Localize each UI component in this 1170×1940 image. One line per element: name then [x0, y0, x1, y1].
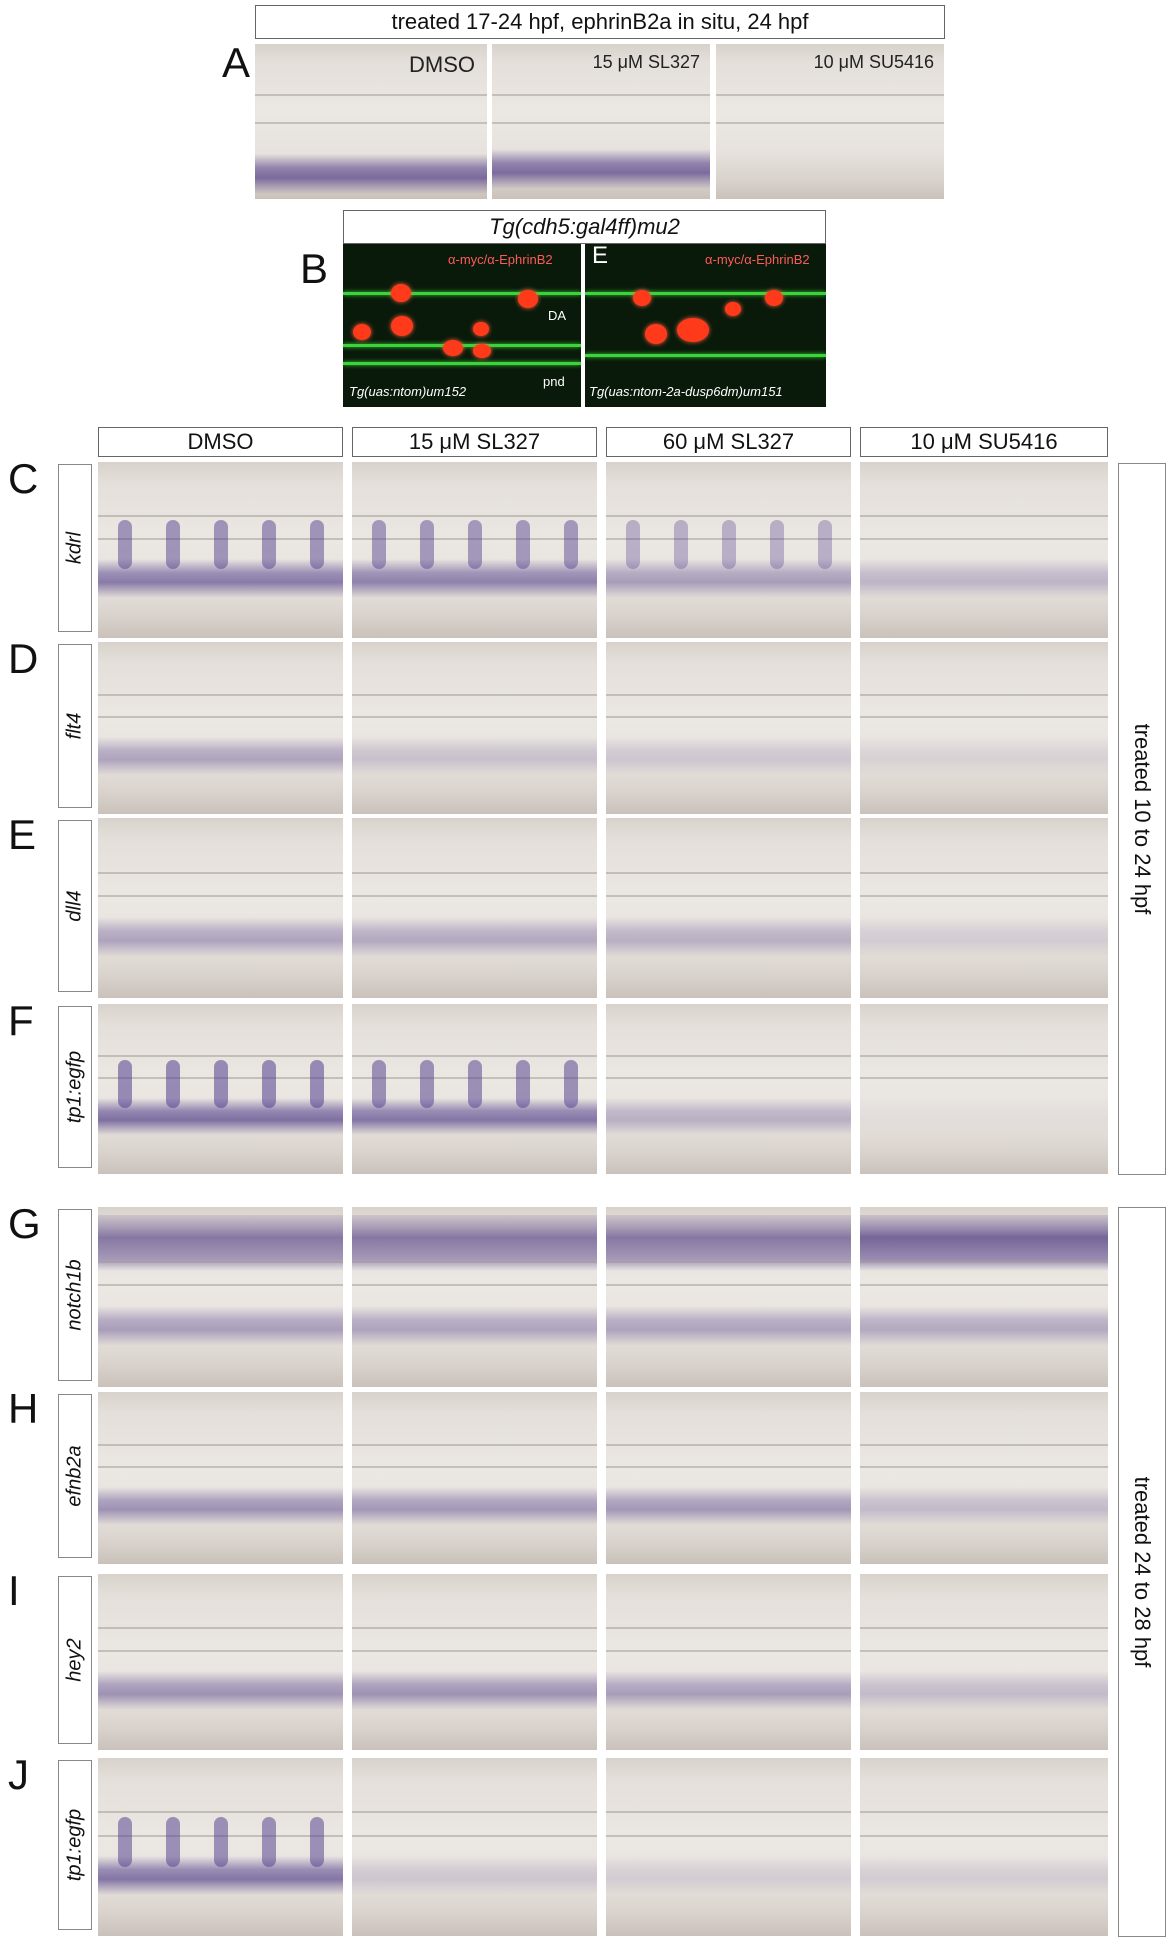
row-gene-label: tp1:egfp	[58, 1006, 92, 1168]
in-situ-panel	[860, 818, 1108, 998]
panel-a-su5416: 10 μM SU5416	[716, 44, 944, 199]
panel-a-title-text: treated 17-24 hpf, ephrinB2a in situ, 24…	[391, 9, 809, 34]
column-header-0-text: DMSO	[187, 429, 254, 454]
row-gene-label: flt4	[58, 644, 92, 808]
row-gene-text: kdrl	[63, 531, 86, 565]
row-gene-text: dll4	[63, 890, 86, 922]
row-gene-label: notch1b	[58, 1209, 92, 1381]
side-label-early-text: treated 10 to 24 hpf	[1130, 723, 1155, 915]
in-situ-panel	[606, 642, 851, 814]
in-situ-panel	[98, 1004, 343, 1174]
row-gene-label: tp1:egfp	[58, 1760, 92, 1930]
in-situ-panel	[352, 1392, 597, 1564]
in-situ-panel	[860, 462, 1108, 638]
panel-b-genotype: Tg(uas:ntom)um152	[349, 384, 467, 399]
in-situ-panel	[352, 1207, 597, 1387]
row-gene-text: tp1:egfp	[63, 1808, 86, 1882]
row-letter-g: G	[8, 1200, 41, 1247]
panel-b-letter: B	[300, 245, 329, 292]
side-label-late-text: treated 24 to 28 hpf	[1130, 1476, 1155, 1668]
in-situ-panel	[860, 1004, 1108, 1174]
panel-a-label-2: 10 μM SU5416	[813, 52, 934, 72]
in-situ-panel	[98, 462, 343, 638]
in-situ-panel	[98, 1392, 343, 1564]
in-situ-panel	[98, 1207, 343, 1387]
panel-b-pnd: pnd	[543, 374, 565, 389]
in-situ-panel	[606, 1207, 851, 1387]
side-label-early: treated 10 to 24 hpf	[1118, 463, 1166, 1175]
in-situ-panel	[860, 1574, 1108, 1750]
row-letter-f: F	[8, 997, 34, 1044]
panel-b-title: Tg(cdh5:gal4ff)mu2	[343, 210, 826, 244]
row-gene-label: hey2	[58, 1576, 92, 1744]
in-situ-panel	[352, 642, 597, 814]
in-situ-panel	[98, 1758, 343, 1936]
row-letter-i: I	[8, 1567, 20, 1614]
panel-b-image: α-myc/α-EphrinB2 DA pnd Tg(uas:ntom)um15…	[343, 244, 581, 407]
panel-a-title: treated 17-24 hpf, ephrinB2a in situ, 24…	[255, 5, 945, 39]
panel-e-genotype: Tg(uas:ntom-2a-dusp6dm)um151	[589, 384, 783, 399]
row-gene-text: efnb2a	[63, 1445, 86, 1507]
side-label-late: treated 24 to 28 hpf	[1118, 1207, 1166, 1937]
panel-b-stain: α-myc/α-EphrinB2	[448, 252, 553, 267]
in-situ-panel	[352, 1574, 597, 1750]
in-situ-panel	[860, 1758, 1108, 1936]
column-header-3-text: 10 μM SU5416	[910, 429, 1058, 454]
in-situ-panel	[352, 1004, 597, 1174]
in-situ-panel	[606, 462, 851, 638]
panel-a-sl327: 15 μM SL327	[492, 44, 710, 199]
in-situ-panel	[606, 1392, 851, 1564]
in-situ-panel	[98, 642, 343, 814]
column-header-2: 60 μM SL327	[606, 427, 851, 457]
row-letter-h: H	[8, 1385, 39, 1432]
row-letter-d: D	[8, 635, 39, 682]
row-gene-text: tp1:egfp	[63, 1050, 86, 1124]
in-situ-panel	[860, 642, 1108, 814]
column-header-0: DMSO	[98, 427, 343, 457]
in-situ-panel	[606, 1758, 851, 1936]
panel-a-label-0: DMSO	[409, 52, 475, 77]
row-gene-text: notch1b	[63, 1259, 86, 1331]
in-situ-panel	[98, 818, 343, 998]
in-situ-panel	[860, 1207, 1108, 1387]
panel-b-da: DA	[548, 308, 567, 323]
in-situ-panel	[860, 1392, 1108, 1564]
row-letter-c: C	[8, 455, 39, 502]
column-header-1: 15 μM SL327	[352, 427, 597, 457]
in-situ-panel	[606, 1574, 851, 1750]
column-header-1-text: 15 μM SL327	[408, 429, 541, 454]
in-situ-panel	[98, 1574, 343, 1750]
panel-e-fluor-letter: E	[592, 242, 609, 269]
panel-e-stain: α-myc/α-EphrinB2	[705, 252, 810, 267]
row-gene-label: dll4	[58, 820, 92, 992]
row-gene-label: kdrl	[58, 464, 92, 632]
row-gene-text: flt4	[63, 712, 86, 740]
column-header-3: 10 μM SU5416	[860, 427, 1108, 457]
row-gene-label: efnb2a	[58, 1394, 92, 1558]
panel-b-title-text: Tg(cdh5:gal4ff)mu2	[489, 214, 680, 239]
in-situ-panel	[352, 1758, 597, 1936]
panel-a-label-1: 15 μM SL327	[592, 52, 700, 72]
panel-e-image: α-myc/α-EphrinB2 Tg(uas:ntom-2a-dusp6dm)…	[585, 244, 826, 407]
row-letter-j: J	[8, 1751, 29, 1798]
panel-a-letter: A	[222, 39, 251, 86]
row-letter-e: E	[8, 811, 37, 858]
in-situ-panel	[606, 818, 851, 998]
panel-a-dmso: DMSO	[255, 44, 487, 199]
in-situ-panel	[352, 462, 597, 638]
row-gene-text: hey2	[63, 1638, 86, 1682]
column-header-2-text: 60 μM SL327	[662, 429, 795, 454]
in-situ-panel	[606, 1004, 851, 1174]
in-situ-panel	[352, 818, 597, 998]
